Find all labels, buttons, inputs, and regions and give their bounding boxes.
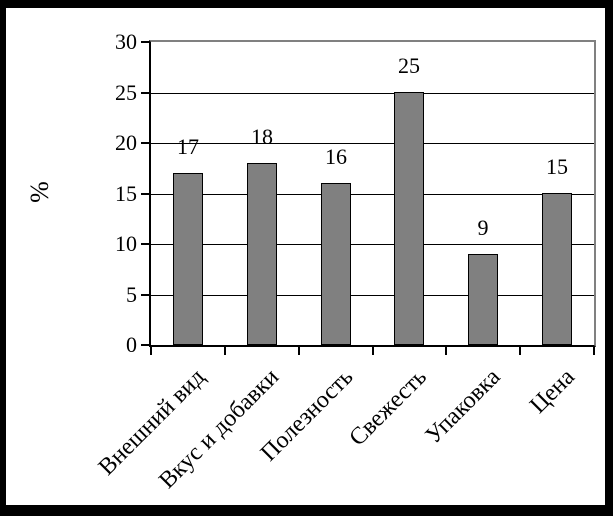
y-axis-tick: [141, 344, 149, 346]
bar: [173, 173, 203, 345]
gridline: [151, 93, 594, 94]
y-axis-tick: [141, 243, 149, 245]
y-axis-tick: [141, 142, 149, 144]
plot-area: 17 18 16 25 9 15: [149, 40, 596, 347]
y-tick-label: 10: [115, 231, 137, 256]
y-axis-title: %: [25, 181, 54, 203]
y-tick-label: 0: [126, 332, 137, 357]
x-category-label: Цена: [524, 364, 580, 419]
gridline: [151, 244, 594, 245]
y-tick-label: 15: [115, 181, 137, 206]
bar: [394, 92, 424, 345]
bar: [247, 163, 277, 345]
x-category-label: Упаковка: [420, 364, 506, 449]
bar-value-label: 16: [325, 144, 347, 169]
frame-border-left: [0, 0, 6, 516]
y-axis-tick: [141, 193, 149, 195]
gridline: [151, 143, 594, 144]
y-tick-label: 20: [115, 130, 137, 155]
x-axis-tick: [298, 347, 300, 355]
gridline: [151, 295, 594, 296]
bar-value-label: 18: [251, 124, 273, 149]
y-axis-tick: [141, 92, 149, 94]
bar-value-label: 9: [477, 215, 489, 240]
frame-border-bottom: [0, 505, 613, 516]
bar-value-label: 15: [546, 154, 568, 179]
y-axis-tick: [141, 294, 149, 296]
bar: [321, 183, 351, 345]
bar: [468, 254, 498, 345]
bar-value-label: 25: [398, 53, 420, 78]
x-axis-tick: [445, 347, 447, 355]
x-axis-tick: [519, 347, 521, 355]
frame-border-right: [605, 0, 613, 516]
frame-border-top: [0, 0, 613, 8]
y-tick-label: 30: [115, 29, 137, 54]
bar: [542, 193, 572, 345]
x-axis-tick: [224, 347, 226, 355]
x-axis-tick: [593, 347, 595, 355]
x-axis-tick: [150, 347, 152, 355]
y-tick-label: 5: [126, 282, 137, 307]
gridline: [151, 194, 594, 195]
y-tick-label: 25: [115, 80, 137, 105]
bar-value-label: 17: [177, 134, 199, 159]
x-category-label: Свежесть: [344, 364, 432, 452]
x-axis-tick: [372, 347, 374, 355]
y-axis-tick: [141, 41, 149, 43]
